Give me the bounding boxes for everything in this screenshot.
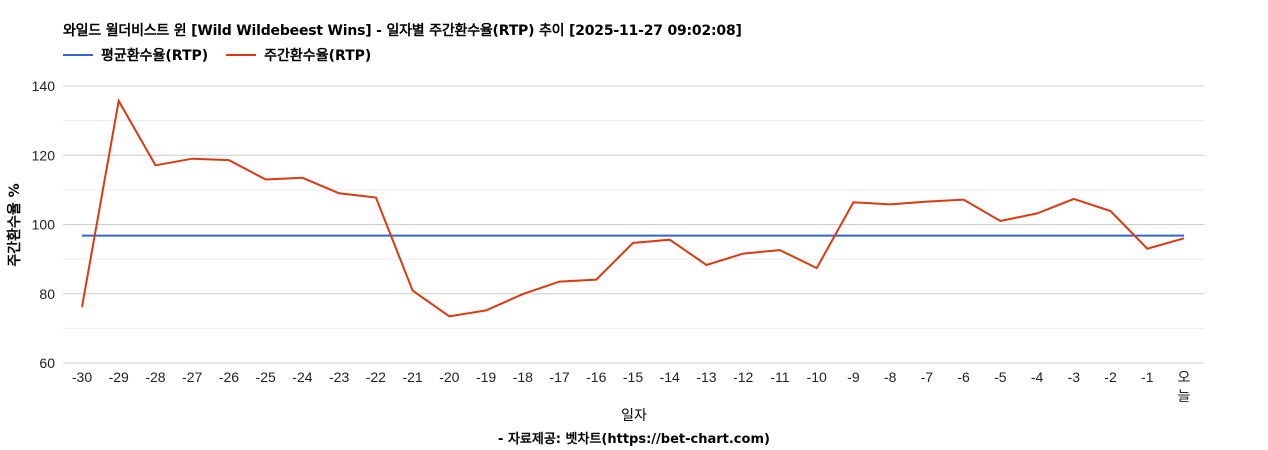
chart-legend: 평균환수율(RTP) 주간환수율(RTP) xyxy=(63,45,389,65)
y-tick-label: 80 xyxy=(39,286,55,302)
x-tick-label: -28 xyxy=(145,369,165,385)
x-tick-label: -19 xyxy=(476,369,496,385)
x-tick-label: -8 xyxy=(884,369,897,385)
legend-label: 주간환수율(RTP) xyxy=(264,48,372,64)
x-tick-label: 오 xyxy=(1178,370,1191,386)
x-tick-label: -30 xyxy=(72,369,92,385)
legend-swatch-blue-icon xyxy=(63,54,93,56)
x-tick-label: -2 xyxy=(1104,369,1117,385)
x-tick-label: -29 xyxy=(109,369,129,385)
x-tick-label: -21 xyxy=(402,369,422,385)
y-tick-label: 120 xyxy=(32,147,56,163)
x-tick-label: -16 xyxy=(586,369,606,385)
gridlines xyxy=(63,85,1204,364)
chart-title: 와일드 윌더비스트 윈 [Wild Wildebeest Wins] - 일자별… xyxy=(63,23,742,39)
x-tick-label: -5 xyxy=(994,369,1007,385)
x-tick-label: -6 xyxy=(957,369,970,385)
legend-label: 평균환수율(RTP) xyxy=(101,48,209,64)
x-tick-label: -9 xyxy=(847,369,860,385)
weekly-rtp-line[interactable] xyxy=(81,98,1185,318)
x-tick-label: -13 xyxy=(696,369,716,385)
x-tick-label: 늘 xyxy=(1178,389,1191,405)
legend-item-average-rtp[interactable]: 평균환수율(RTP) xyxy=(63,45,208,65)
x-tick-label: -10 xyxy=(807,369,827,385)
x-tick-label: -14 xyxy=(660,369,680,385)
legend-swatch-red-icon xyxy=(226,54,257,56)
x-tick-label: -1 xyxy=(1141,369,1154,385)
y-tick-label: 100 xyxy=(32,217,56,233)
y-axis-ticks: 60 80 100 120 140 xyxy=(32,78,56,371)
x-tick-label: -25 xyxy=(256,369,276,385)
x-axis-ticks: -30 -29 -28 -27 -26 -25 -24 -23 -22 -21 -20 -19 -18-… xyxy=(72,369,1191,405)
data-source-credit: - 자료제공: 벳차트(https://bet-chart.com) xyxy=(498,432,770,447)
x-tick-label: -4 xyxy=(1031,369,1044,385)
x-tick-label: -22 xyxy=(366,369,386,385)
x-tick-label: -17 xyxy=(549,369,569,385)
x-tick-label: -27 xyxy=(182,369,202,385)
x-tick-label: -11 xyxy=(770,369,789,385)
x-tick-label: -26 xyxy=(219,369,239,385)
y-axis-title: 주간환수율 % xyxy=(6,183,23,266)
x-tick-label: -7 xyxy=(921,369,934,385)
x-tick-label: -15 xyxy=(623,369,643,385)
x-tick-label: -24 xyxy=(292,369,312,385)
x-tick-label: -23 xyxy=(329,369,349,385)
data-series xyxy=(81,98,1185,318)
x-tick-label: -18 xyxy=(513,369,533,385)
x-tick-label: -20 xyxy=(439,369,459,385)
legend-item-weekly-rtp[interactable]: 주간환수율(RTP) xyxy=(226,45,371,65)
y-tick-label: 140 xyxy=(32,78,56,94)
y-tick-label: 60 xyxy=(39,355,55,371)
x-tick-label: -12 xyxy=(733,369,753,385)
x-tick-label: -3 xyxy=(1068,369,1081,385)
x-axis-title: 일자 xyxy=(621,408,647,424)
